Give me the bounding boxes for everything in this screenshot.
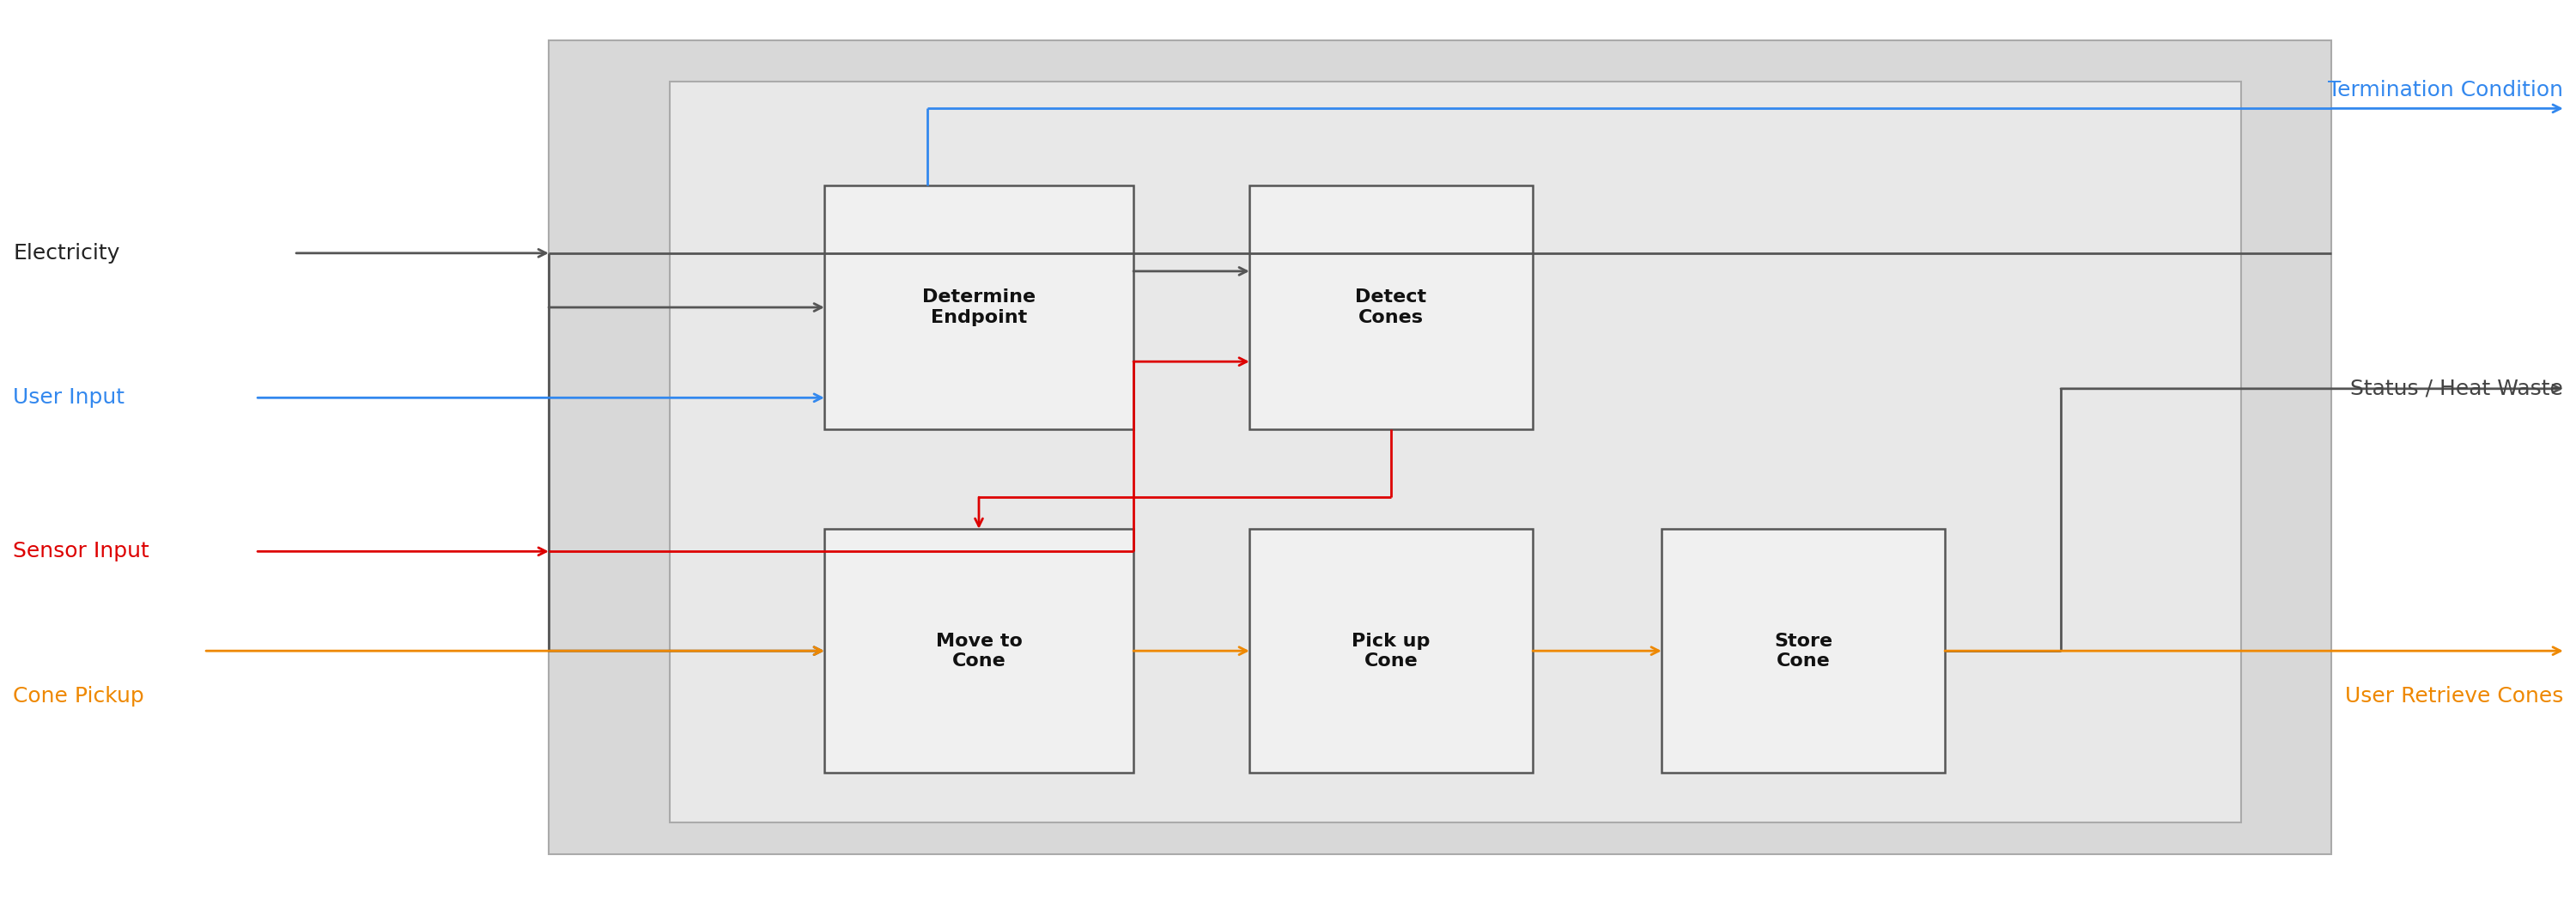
- Text: User Input: User Input: [13, 388, 124, 408]
- FancyBboxPatch shape: [1249, 185, 1533, 429]
- Text: Status / Heat Waste: Status / Heat Waste: [2349, 379, 2563, 399]
- Text: Cone Pickup: Cone Pickup: [13, 686, 144, 706]
- Text: User Retrieve Cones: User Retrieve Cones: [2344, 686, 2563, 706]
- FancyBboxPatch shape: [824, 529, 1133, 773]
- Text: Store
Cone: Store Cone: [1775, 632, 1832, 670]
- Text: Electricity: Electricity: [13, 243, 118, 263]
- Text: Determine
Endpoint: Determine Endpoint: [922, 288, 1036, 326]
- FancyBboxPatch shape: [670, 81, 2241, 823]
- FancyBboxPatch shape: [549, 41, 2331, 854]
- Text: Detect
Cones: Detect Cones: [1355, 288, 1427, 326]
- Text: Pick up
Cone: Pick up Cone: [1352, 632, 1430, 670]
- Text: Move to
Cone: Move to Cone: [935, 632, 1023, 670]
- FancyBboxPatch shape: [1662, 529, 1945, 773]
- FancyBboxPatch shape: [824, 185, 1133, 429]
- Text: Termination Condition: Termination Condition: [2329, 80, 2563, 100]
- FancyBboxPatch shape: [1249, 529, 1533, 773]
- Text: Sensor Input: Sensor Input: [13, 541, 149, 561]
